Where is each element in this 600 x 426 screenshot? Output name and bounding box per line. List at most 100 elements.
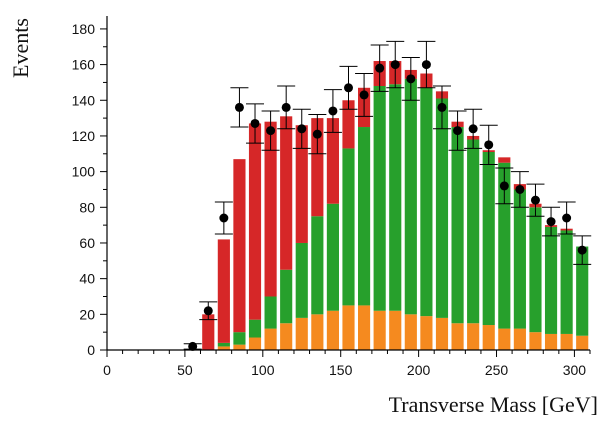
bar-segment-1 [295,242,308,318]
bar-segment-1 [529,207,542,333]
bar-segment-1 [280,269,293,324]
y-tick-label: 120 [72,128,96,144]
bar-segment-1 [420,87,433,317]
bar-segment-1 [358,127,371,306]
bar-segment-0 [217,346,230,350]
data-point [328,106,338,116]
data-points [183,40,592,351]
data-point [530,195,540,205]
data-point [266,126,276,136]
y-tick-label: 180 [72,21,96,37]
bar-segment-0 [451,323,464,350]
bar-segment-1 [264,296,277,329]
bar-segment-2 [248,123,262,320]
data-point [499,181,509,191]
data-point [406,74,416,84]
x-tick-label: 150 [329,362,353,378]
y-tick-label: 160 [72,57,96,73]
x-axis-title: Transverse Mass [GeV] [389,392,598,417]
bar-segment-0 [420,316,433,350]
bar-segment-0 [373,310,386,350]
data-point [546,217,556,227]
bar-segment-1 [404,78,417,315]
x-tick-label: 50 [177,362,193,378]
data-point [312,129,322,139]
data-point [297,124,307,134]
bar-segment-1 [544,226,558,334]
stacked-bars [202,61,589,350]
bar-segment-2 [498,157,511,163]
bar-segment-1 [513,189,526,329]
bar-segment-0 [498,328,511,350]
bar-segment-1 [248,319,262,338]
bar-segment-0 [576,335,589,350]
bar-segment-0 [560,333,573,350]
data-point [421,60,431,70]
data-point [281,102,291,112]
bar-segment-2 [217,239,230,343]
data-point [468,124,478,134]
bar-segment-1 [342,148,355,306]
bar-segment-1 [451,127,464,324]
y-tick-label: 100 [72,164,96,180]
axes: 0 20 40 60 80 100 120 140 160 180 0 50 100 150 200 250 3… [72,16,591,378]
bar-segment-2 [233,159,246,333]
bar-segment-1 [217,342,230,347]
data-point [359,90,369,100]
data-point [577,245,587,255]
y-tick-label: 40 [79,271,95,287]
x-tick-label: 250 [485,362,509,378]
x-tick-label: 300 [563,362,587,378]
bar-segment-0 [326,310,339,350]
bar-segment-0 [544,333,558,350]
data-point [234,102,244,112]
bar-segment-1 [311,216,324,315]
x-tick-label: 0 [103,362,111,378]
x-tick-label: 100 [251,362,275,378]
bar-segment-0 [233,344,246,350]
bar-segment-2 [295,125,308,243]
bar-segment-2 [311,118,324,217]
bar-segment-2 [326,118,339,204]
bar-segment-1 [467,139,480,324]
data-point [344,83,353,93]
bar-segment-0 [342,305,355,350]
data-point [562,213,572,223]
bar-segment-1 [576,246,589,336]
y-tick-label: 20 [79,306,95,322]
bar-segment-0 [264,328,277,350]
data-point [188,341,198,351]
y-tick-label: 140 [72,92,96,108]
bar-segment-0 [467,323,480,350]
data-point [484,140,494,150]
bar-segment-0 [311,314,324,350]
bar-segment-1 [233,332,246,345]
y-tick-label: 0 [87,342,95,358]
bar-segment-2 [342,100,355,149]
bar-segment-1 [389,84,402,311]
bar-segment-0 [435,317,449,350]
bar-segment-0 [280,323,293,350]
bar-segment-0 [358,305,371,350]
data-point [375,63,385,73]
bar-segment-1 [435,98,449,318]
bar-segment-1 [482,152,495,326]
bar-segment-2 [202,314,215,350]
bar-segment-0 [389,310,402,350]
bar-segment-1 [373,86,386,311]
bar-segment-1 [326,203,339,311]
bar-segment-1 [560,230,573,334]
y-tick-label: 80 [79,199,95,215]
bar-segment-0 [529,332,542,350]
y-axis-title: Events [8,18,33,78]
bar-segment-0 [513,328,526,350]
data-point [515,184,525,194]
bar-segment-0 [482,325,495,350]
data-point [250,118,260,128]
bar-segment-0 [248,337,262,350]
y-tick-label: 60 [79,235,95,251]
data-point [203,306,213,316]
data-point [390,60,400,70]
bar-segment-0 [404,314,417,350]
